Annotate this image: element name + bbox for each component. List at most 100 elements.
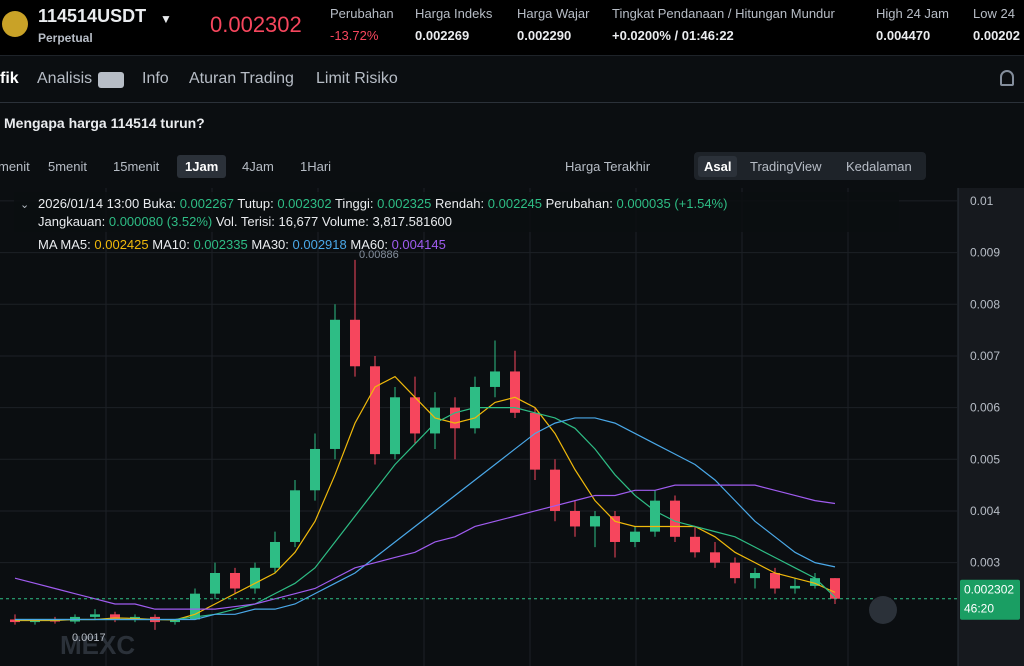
view-button[interactable]: TradingView: [750, 159, 822, 174]
info-text: 16,677: [278, 214, 318, 229]
watermark: MEXC: [60, 630, 135, 660]
y-tick-label: 0.009: [970, 246, 1000, 260]
legend-value: 0.002425: [94, 237, 148, 252]
stat-label: Tingkat Pendanaan / Hitungan Mundur: [612, 6, 835, 21]
legend-value: 0.002335: [193, 237, 247, 252]
info-text: 0.002302: [277, 196, 331, 211]
symbol-dropdown[interactable]: ▼: [160, 12, 172, 26]
interval-button[interactable]: 15menit: [113, 159, 160, 174]
candle-body: [730, 562, 740, 579]
candle-body: [710, 552, 720, 563]
y-tick-label: 0.005: [970, 452, 1000, 466]
price-type-select[interactable]: Harga Terakhir: [565, 159, 651, 174]
y-tick-label: 0.006: [970, 401, 1000, 415]
candle-body: [550, 469, 560, 511]
quick-action-button: [869, 596, 897, 624]
candle-body: [350, 319, 360, 367]
contract-type: Perpetual: [38, 31, 93, 45]
view-button[interactable]: Kedalaman: [846, 159, 912, 174]
countdown: 46:20: [964, 602, 994, 616]
legend-entry: MA5:: [60, 237, 90, 252]
info-text: 3,817.581600: [372, 214, 452, 229]
coin-icon: [2, 11, 28, 37]
chart: 0.003 0.004 0.005 0.006 0.007 0.008 0.009 0.01 M…: [0, 188, 1024, 666]
tab[interactable]: Analisis: [37, 70, 93, 87]
y-tick-label: 0.003: [970, 556, 1000, 570]
last-price-tag: [960, 579, 1020, 620]
info-text: Volume:: [322, 214, 369, 229]
legend-entry: MA60:: [350, 237, 388, 252]
ai-badge[interactable]: [98, 72, 124, 88]
info-text: Buka:: [143, 196, 176, 211]
info-text: 0.002325: [377, 196, 431, 211]
stat-value: 0.002269: [415, 28, 470, 43]
stat-label: High 24 Jam: [876, 6, 949, 21]
legend-entry: MA30:: [251, 237, 289, 252]
ohlc-info: 2026/01/14 13:00 Buka: 0.002267 Tutup: 0…: [38, 196, 727, 211]
candle-body: [590, 516, 600, 527]
candle-body: [530, 412, 540, 470]
candle-body: [610, 516, 620, 542]
stat-label: Harga Wajar: [517, 6, 590, 21]
candle-body: [670, 500, 680, 537]
info-text: Tutup:: [237, 196, 273, 211]
ma-line: [15, 417, 836, 621]
candle-body: [190, 593, 200, 620]
low-annotation: 0.0017: [72, 632, 106, 644]
symbol[interactable]: 114514USDT: [38, 6, 147, 26]
info-text: 0.002267: [180, 196, 234, 211]
high-annotation: 0.00886: [359, 249, 399, 261]
stat-value: +0.0200% / 01:46:22: [612, 28, 734, 43]
candle-body: [490, 371, 500, 387]
legend-value: 0.002918: [293, 237, 347, 252]
tab[interactable]: Limit Risiko: [316, 70, 398, 87]
interval-button[interactable]: 5menit: [48, 159, 88, 174]
candle-body: [810, 578, 820, 586]
legend-value: 0.004145: [392, 237, 446, 252]
interval-button[interactable]: 4Jam: [242, 159, 274, 174]
last-price-tag-label: 0.002302: [964, 583, 1014, 597]
candle-body: [630, 531, 640, 542]
tab[interactable]: fik: [0, 70, 19, 87]
candle-body: [170, 619, 180, 623]
info-text: MA: [38, 237, 58, 252]
candle-body: [690, 536, 700, 553]
info-text: Tinggi:: [335, 196, 374, 211]
candle-body: [330, 319, 340, 449]
question-link[interactable]: Mengapa harga 114514 turun?: [4, 115, 205, 131]
stat-value: 0.002290: [517, 28, 572, 43]
candle-body: [570, 510, 580, 527]
tab-bar: fik Analisis Info Aturan Trading Limit Risik…: [0, 58, 1024, 103]
interval-button[interactable]: 1Hari: [300, 159, 332, 174]
view-button[interactable]: Asal: [698, 156, 738, 177]
candle-body: [390, 397, 400, 455]
stat-label: Harga Indeks: [415, 6, 493, 21]
candle-body: [310, 448, 320, 491]
candle-body: [750, 572, 760, 579]
info-background: [14, 192, 899, 232]
candle-body: [230, 572, 240, 589]
stat-value: 0.004470: [876, 28, 931, 43]
interval-button[interactable]: 1Jam: [177, 155, 227, 178]
tab[interactable]: Aturan Trading: [189, 70, 294, 87]
info-text: Perubahan:: [546, 196, 613, 211]
stat-value: -13.72%: [330, 28, 379, 43]
candle-body: [290, 490, 300, 542]
bell-icon[interactable]: [1000, 70, 1014, 86]
candle-body: [250, 567, 260, 589]
info-text: Vol. Terisi:: [216, 214, 275, 229]
stat-value: 0.00202: [973, 28, 1020, 43]
ma-line: [14, 484, 836, 610]
candle-body: [430, 407, 440, 434]
candle-body: [110, 614, 120, 620]
candle-body: [830, 578, 840, 599]
collapse-arrow: ⌄: [20, 199, 29, 211]
interval-button[interactable]: menit: [0, 159, 30, 174]
ma-legend: MA MA5: 0.002425 MA10: 0.002335 MA30: 0.…: [38, 237, 446, 252]
tab[interactable]: Info: [142, 70, 169, 87]
ticker-header: 114514USDT ▼ Perpetual 0.002302 Perubaha…: [0, 0, 1024, 56]
ohlc-info-2: Jangkauan: 0.000080 (3.52%) Vol. Terisi:…: [38, 214, 452, 229]
stat-label: Low 24: [973, 6, 1015, 21]
candle-body: [210, 572, 220, 594]
